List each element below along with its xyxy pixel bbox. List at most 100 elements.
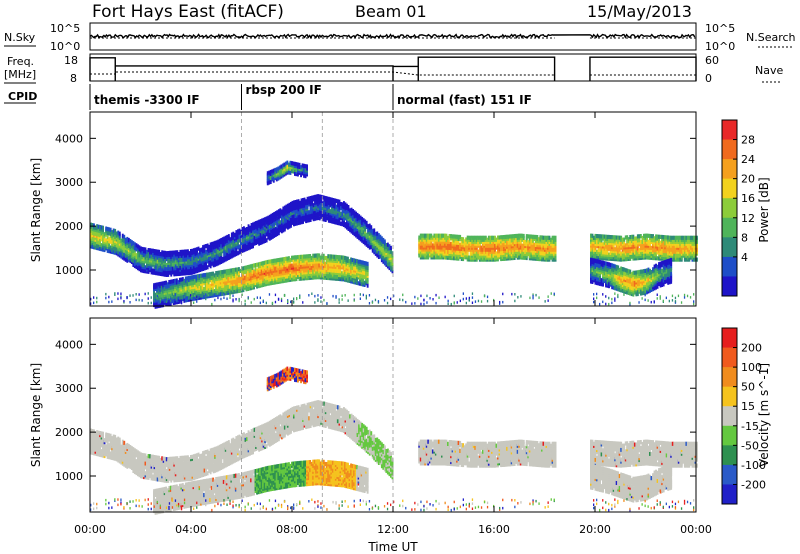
power-cell [326,196,329,201]
power-cell [344,206,347,211]
power-cell [623,241,626,246]
power-cell [480,257,483,262]
power-cell [298,258,301,264]
power-cell [632,234,635,239]
power-cell [293,214,295,219]
power-cell [591,243,594,248]
power-cell [319,261,322,266]
power-cell [260,279,263,284]
power-cell [478,239,481,244]
power-cell [545,235,548,240]
power-cell [156,249,159,254]
power-cell [477,235,480,240]
power-cell [359,215,362,220]
power-cell [442,233,445,238]
power-cell [356,230,359,235]
power-cell [516,233,519,238]
power-cell [486,247,489,252]
power-cell [436,243,439,248]
power-cell [350,227,353,232]
power-cell [347,205,350,210]
power-cell [370,225,373,230]
power-cell [361,226,364,231]
power-cell [608,252,610,257]
power-cell [162,281,165,286]
power-cell [599,242,601,247]
power-cell [305,205,307,210]
power-cell [357,281,360,286]
nave-tick-high: 60 [705,54,719,67]
power-cell [515,245,518,250]
power-cell [617,235,620,240]
power-cell [147,248,150,253]
power-cell [111,230,114,235]
power-cell [304,254,307,259]
power-cell [169,279,172,284]
power-cell [159,287,162,292]
power-cell [237,235,239,240]
power-cell [224,273,227,278]
power-cell [253,263,255,268]
power-cell [621,237,624,242]
power-cell [501,245,504,250]
power-cell [322,269,325,274]
power-cell [203,262,206,267]
power-cell [609,235,612,240]
power-cell [182,269,185,274]
power-cell [283,270,286,275]
power-cell [310,255,313,261]
power-cell [340,205,342,211]
power-cell [356,276,358,281]
power-cell [233,289,236,294]
power-cell [185,249,188,254]
power-cell [253,269,255,274]
power-cell [320,202,323,207]
power-cell [373,240,376,245]
power-cell [197,246,200,251]
power-cell [425,255,428,260]
power-cell [171,270,174,275]
power-cell [203,287,205,292]
power-cell [174,278,177,283]
power-cell [478,235,481,240]
power-cell [291,255,293,260]
power-cell [342,265,345,270]
power-cell [439,245,442,250]
power-cell [265,238,268,243]
power-cell [361,236,364,241]
power-cell [170,250,173,255]
power-cell [183,249,186,254]
power-cell [633,254,636,259]
power-cell [226,234,229,240]
power-cell [165,263,168,268]
noise-tick-low: 10^0 [50,40,80,53]
power-cell [494,235,496,240]
power-cell [441,245,443,250]
power-cell [266,259,269,265]
power-cell [471,235,474,240]
power-cell [516,251,519,256]
power-cell [644,241,647,246]
power-cell [424,243,427,248]
power-cell [450,234,452,239]
power-cell [179,265,182,270]
power-cell [510,234,513,239]
power-cell [431,243,434,248]
power-cell [188,268,191,274]
power-cell [624,243,627,248]
power-cell [292,259,295,264]
power-cell [100,243,103,248]
power-cell [223,246,226,251]
power-cell [135,243,138,248]
power-cell [300,254,302,259]
power-cell [366,283,369,288]
power-cell [357,259,360,264]
power-cell [186,296,189,301]
power-cell [641,235,644,241]
power-cell [199,263,201,269]
power-cell [213,293,216,298]
power-cell [638,248,641,253]
power-cell [268,224,271,229]
power-cell [146,249,148,254]
